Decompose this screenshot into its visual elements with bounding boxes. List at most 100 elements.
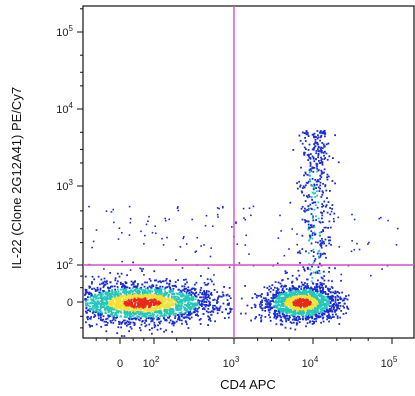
event-dot bbox=[324, 302, 327, 305]
event-dot bbox=[187, 290, 190, 292]
event-dot bbox=[116, 286, 119, 288]
event-dot bbox=[324, 135, 326, 138]
event-dot bbox=[164, 290, 167, 293]
event-dot bbox=[143, 303, 146, 306]
event-dot bbox=[322, 295, 324, 298]
event-dot bbox=[94, 295, 97, 297]
event-dot bbox=[309, 236, 312, 238]
event-dot bbox=[326, 303, 329, 306]
event-dot bbox=[152, 316, 154, 319]
event-dot bbox=[311, 297, 314, 300]
event-dot bbox=[244, 218, 247, 221]
event-dot bbox=[211, 280, 213, 283]
event-dot bbox=[151, 313, 154, 315]
event-dot bbox=[116, 272, 119, 275]
event-dot bbox=[150, 314, 153, 317]
event-dot bbox=[181, 285, 184, 288]
event-dot bbox=[311, 316, 314, 318]
event-dot bbox=[221, 291, 224, 294]
event-dot bbox=[314, 286, 317, 289]
event-dot bbox=[319, 283, 322, 286]
event-dot bbox=[91, 312, 94, 314]
event-dot bbox=[319, 242, 322, 245]
event-dot bbox=[327, 236, 330, 239]
event-dot bbox=[177, 293, 180, 295]
event-dot bbox=[306, 154, 309, 156]
event-dot bbox=[206, 278, 209, 281]
event-dot bbox=[191, 306, 193, 308]
event-dot bbox=[321, 193, 324, 196]
event-dot bbox=[260, 320, 262, 323]
event-dot bbox=[109, 298, 112, 300]
event-dot bbox=[113, 296, 116, 299]
event-dot bbox=[299, 303, 302, 306]
event-dot bbox=[287, 301, 290, 304]
event-dot bbox=[282, 293, 285, 295]
event-dot bbox=[308, 313, 311, 316]
event-dot bbox=[123, 291, 126, 294]
event-dot bbox=[110, 294, 113, 297]
event-dot bbox=[175, 308, 178, 311]
event-dot bbox=[300, 281, 303, 284]
event-dot bbox=[141, 290, 144, 292]
event-dot bbox=[299, 306, 302, 309]
event-dot bbox=[278, 304, 280, 306]
event-dot bbox=[160, 309, 163, 312]
event-dot bbox=[290, 290, 292, 293]
event-dot bbox=[157, 311, 160, 314]
event-dot bbox=[138, 295, 140, 298]
event-dot bbox=[156, 291, 159, 294]
event-dot bbox=[303, 290, 306, 293]
event-dot bbox=[319, 256, 321, 258]
event-dot bbox=[322, 297, 324, 299]
event-dot bbox=[194, 294, 196, 297]
event-dot bbox=[115, 291, 118, 293]
event-dot bbox=[176, 295, 179, 298]
event-dot bbox=[207, 293, 209, 296]
event-dot bbox=[148, 296, 151, 299]
event-dot bbox=[144, 314, 146, 317]
event-dot bbox=[128, 323, 131, 325]
event-dot bbox=[300, 313, 303, 316]
event-dot bbox=[113, 315, 115, 317]
event-dot bbox=[240, 312, 242, 315]
event-dot bbox=[179, 299, 182, 302]
event-dot bbox=[336, 317, 339, 319]
event-dot bbox=[136, 310, 139, 313]
event-dot bbox=[188, 293, 190, 296]
event-dot bbox=[173, 302, 175, 305]
event-dot bbox=[93, 313, 96, 316]
event-dot bbox=[299, 184, 302, 187]
event-dot bbox=[187, 302, 189, 304]
event-dot bbox=[131, 287, 134, 290]
event-dot bbox=[312, 271, 315, 274]
event-dot bbox=[147, 220, 149, 222]
event-dot bbox=[157, 306, 159, 308]
event-dot bbox=[165, 279, 167, 282]
event-dot bbox=[267, 302, 270, 304]
event-dot bbox=[187, 307, 190, 309]
event-dot bbox=[306, 173, 309, 176]
event-dot bbox=[177, 302, 180, 305]
event-dot bbox=[295, 288, 298, 290]
event-dot bbox=[156, 328, 159, 331]
event-dot bbox=[99, 289, 102, 291]
event-dot bbox=[174, 301, 177, 304]
event-dot bbox=[306, 302, 308, 305]
event-dot bbox=[298, 286, 300, 288]
event-dot bbox=[313, 231, 316, 234]
event-dot bbox=[311, 293, 314, 295]
event-dot bbox=[313, 322, 315, 325]
event-dot bbox=[240, 297, 243, 300]
event-dot bbox=[301, 234, 304, 237]
event-dot bbox=[122, 288, 125, 290]
event-dot bbox=[317, 186, 320, 189]
event-dot bbox=[181, 293, 184, 296]
event-dot bbox=[195, 281, 198, 284]
event-dot bbox=[94, 311, 97, 313]
event-dot bbox=[276, 301, 278, 304]
event-dot bbox=[144, 287, 147, 290]
event-dot bbox=[110, 310, 112, 312]
event-dot bbox=[323, 303, 325, 305]
event-dot bbox=[395, 244, 398, 246]
